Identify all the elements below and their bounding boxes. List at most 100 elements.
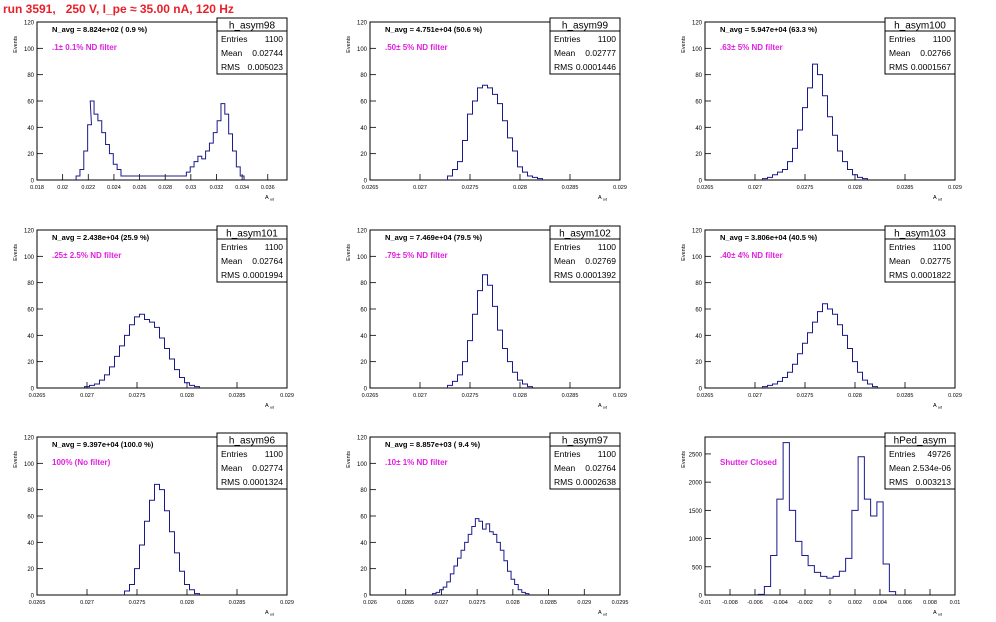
x-tick-label: 0.036 [261,185,275,191]
stats-value: 0.02775 [920,256,951,266]
x-tick-label: 0.0275 [129,393,146,399]
y-tick-label: 20 [360,567,367,573]
y-axis-label: Events [346,244,352,261]
x-tick-label: 0.027 [413,393,427,399]
histogram-bin [498,104,503,180]
x-tick-label: 0 [828,600,831,606]
x-tick-label: -0.01 [699,600,712,606]
histogram-bin [538,179,543,180]
navg-label: N_avg = 3.806e+04 (40.5 %) [720,233,818,242]
stats-label: RMS [221,270,240,280]
stats-label: RMS [554,270,573,280]
histogram-bin [165,511,170,595]
stats-label: RMS [554,477,573,487]
histogram-bin [135,317,140,388]
histogram-bin [475,519,479,595]
navg-label: N_avg = 2.438e+04 (25.9 %) [52,233,150,242]
histogram-bin [240,176,244,180]
histogram-bin [160,490,165,595]
filter-note: .63± 5% ND filter [720,43,783,52]
stats-label: Mean [554,256,576,266]
histogram-name: h_asym97 [562,436,609,447]
histogram-bin [511,579,515,595]
histogram-bin [808,566,814,595]
histogram-bin [233,151,237,180]
histogram-bin [113,164,117,180]
x-axis-label: A ud [933,403,942,410]
histogram-name: h_asym98 [229,21,276,32]
y-axis-label: Events [681,36,687,53]
histogram-bin [889,592,895,595]
stats-label: Mean [889,48,911,58]
histogram-line [447,84,543,180]
x-tick-label: 0.0285 [540,600,557,606]
stats-box [884,432,956,490]
histogram-bin [523,172,528,180]
histogram-bin [813,322,818,388]
x-tick-label: 0.006 [898,600,912,606]
histogram-panel-h_asym99: 0 20 40 60 80 100 120 0.0265 0.027 0.0275 0.028 0.0… [346,17,627,202]
x-axis-label: A ud [265,610,274,617]
histogram-panel-h_asym96: 0 20 40 60 80 100 120 0.0265 0.027 0.0275 0.028 0.0… [13,432,294,617]
x-axis-label: A ud [265,403,274,410]
stats-value: 0.0002638 [576,477,616,487]
histogram-bin [823,96,828,180]
y-tick-label: 60 [27,515,34,521]
x-tick-label: 0.034 [235,185,249,191]
y-tick-label: 120 [24,229,35,235]
x-tick-label: 0.0265 [29,393,46,399]
histogram-bin [493,534,497,595]
histogram-bin [528,176,533,180]
histogram-bin [90,101,94,180]
histogram-bin [783,377,788,388]
x-tick-label: 0.029 [948,185,962,191]
histogram-bin [150,322,155,388]
histogram-bin [497,542,501,595]
histogram-bin [798,130,803,180]
stats-value: 0.02766 [920,48,951,58]
y-tick-label: 60 [695,308,702,314]
histogram-panel-h_asym101: 0 20 40 60 80 100 120 0.0265 0.027 0.0275 0.028 0.0… [13,225,294,410]
stats-value: 1100 [598,34,617,44]
histogram-line [432,518,530,595]
stats-label: Mean [554,48,576,58]
filter-note: .50± 5% ND filter [385,43,448,52]
x-tick-label: 0.0285 [562,393,579,399]
x-tick-label: 0.0265 [697,185,714,191]
y-tick-label: 80 [360,488,367,494]
filter-note: .40± 4% ND filter [720,251,783,260]
stats-label: RMS [889,477,908,487]
y-tick-label: 20 [27,567,34,573]
x-tick-label: 0.0275 [462,393,479,399]
histogram-bin [838,325,843,388]
x-tick-label: -0.004 [772,600,788,606]
y-tick-label: 120 [24,436,35,442]
histogram-bin [225,114,229,180]
histogram-bin [95,384,100,388]
histogram-bin [518,167,523,180]
x-tick-label: 0.0275 [797,185,814,191]
histogram-bin [833,314,838,388]
histogram-bin [515,584,519,595]
histogram-bin [853,362,858,388]
histogram-bin [803,343,808,388]
stats-value: 0.02764 [585,463,616,473]
histogram-bin [195,387,200,388]
y-tick-label: 80 [27,281,34,287]
x-tick-label: -0.006 [747,600,763,606]
histogram-bin [125,335,130,388]
stats-label: RMS [554,62,573,72]
x-tick-label: 0.029 [948,393,962,399]
stats-value: 0.0001446 [576,62,616,72]
stats-label: Entries [221,242,247,252]
histogram-name: h_asym99 [562,21,609,32]
histogram-bin [486,524,490,595]
y-tick-label: 40 [360,126,367,132]
histogram-bin [863,179,868,180]
y-tick-label: 60 [360,100,367,106]
histogram-bin [98,121,102,180]
histogram-bin [236,167,240,180]
x-tick-label: 0.028 [848,185,862,191]
y-tick-label: 80 [360,73,367,79]
histogram-bin [130,325,135,388]
